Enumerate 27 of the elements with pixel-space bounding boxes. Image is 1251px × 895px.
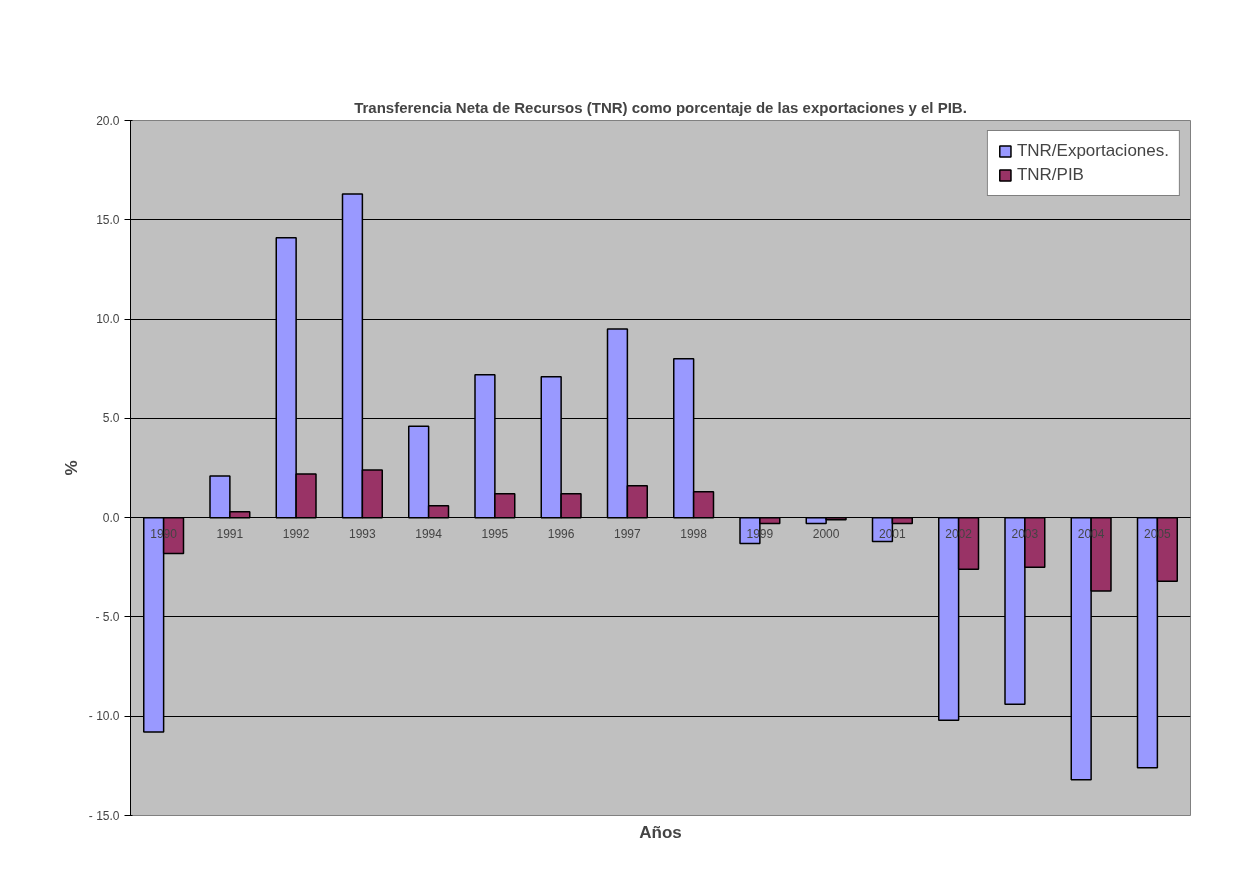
x-tick-label: 1992 — [282, 526, 310, 541]
y-tick-label: - 5.0 — [95, 609, 120, 624]
y-tick-label: - 15.0 — [88, 808, 120, 823]
x-tick-label: 2003 — [1011, 526, 1039, 541]
x-tick-label: 1998 — [680, 526, 708, 541]
x-tick-label: 1996 — [547, 526, 575, 541]
y-tick-label: 5.0 — [102, 411, 120, 426]
legend-label: TNR/Exportaciones. — [1016, 141, 1169, 161]
y-tick-label: 15.0 — [96, 212, 120, 227]
x-tick-label: 1997 — [614, 526, 642, 541]
chart-title: Transferencia Neta de Recursos (TNR) como porcentaje de las exportaciones y el PIB. — [354, 98, 967, 116]
legend-label: TNR/PIB — [1016, 165, 1084, 185]
x-axis-title: Años — [639, 822, 682, 842]
x-tick-label: 2004 — [1077, 526, 1105, 541]
y-tick-label: 0.0 — [102, 510, 120, 525]
x-tick-label: 1990 — [150, 526, 178, 541]
x-tick-label: 2005 — [1144, 526, 1172, 541]
y-axis-title: % — [61, 460, 81, 476]
x-tick-label: 1995 — [481, 526, 509, 541]
x-tick-label: 2002 — [945, 526, 973, 541]
x-tick-label: 2000 — [812, 526, 840, 541]
x-tick-label: 1991 — [216, 526, 244, 541]
y-tick-label: 20.0 — [96, 113, 120, 128]
y-tick-label: 10.0 — [96, 312, 120, 327]
x-tick-label: 1993 — [349, 526, 377, 541]
y-tick-label: - 10.0 — [88, 709, 120, 724]
x-tick-label: 1994 — [415, 526, 443, 541]
